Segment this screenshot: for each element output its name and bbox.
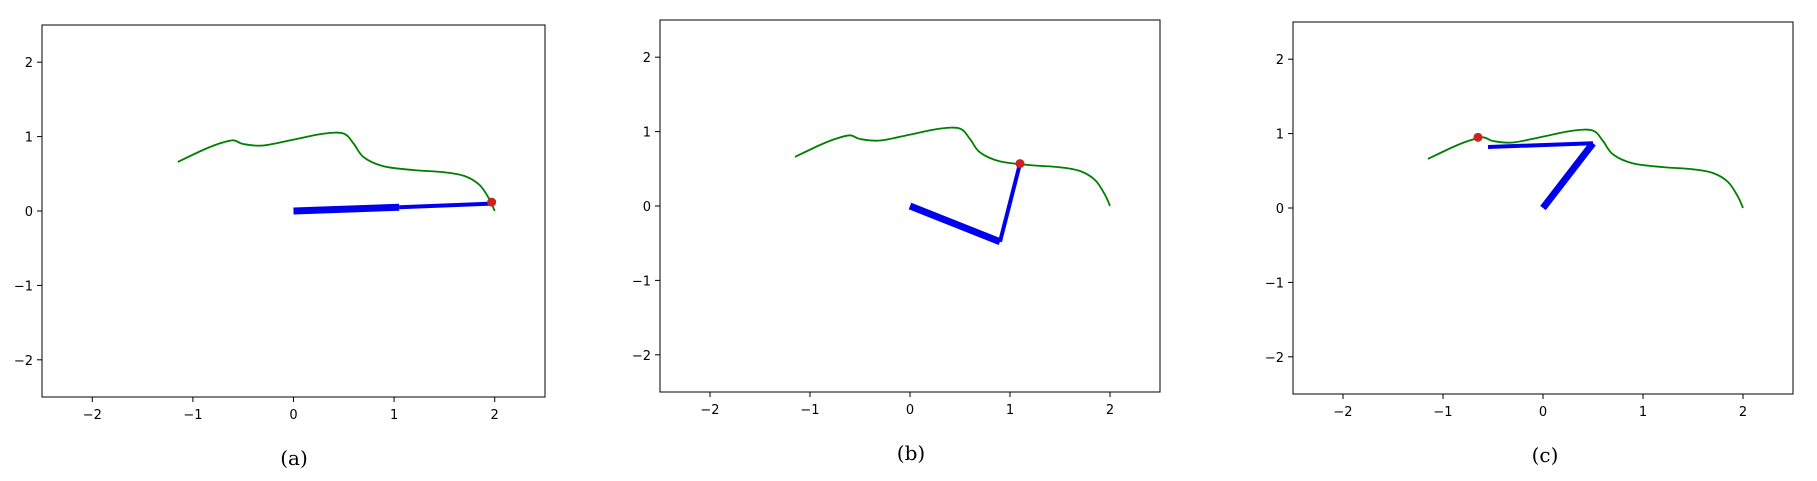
panel-2-y-tick-label: −1: [632, 274, 651, 289]
panel-2-end-effector-point: [1015, 159, 1025, 169]
panel-1-caption: (a): [280, 446, 308, 470]
panel-3-y-tick-label: −1: [1265, 276, 1284, 291]
panel-3-arm-link-2: [1487, 141, 1594, 149]
panel-1-y-tick-label: 0: [25, 205, 33, 220]
panel-2-y-tick-label: 2: [643, 51, 651, 66]
panel-3-arm-link-1: [1540, 141, 1596, 211]
panel-1-x-tick-label: 1: [390, 408, 398, 423]
panel-3-y-tick-label: 0: [1276, 202, 1284, 217]
panel-1-y-tick-label: 2: [25, 56, 33, 71]
panel-3-x-tick-label: 2: [1739, 405, 1747, 420]
panel-2-y-tick-label: 0: [643, 200, 651, 215]
panel-1-arm-link-2: [399, 201, 495, 210]
panel-2-x-tick-label: 0: [906, 403, 914, 418]
panel-1-curve: [177, 131, 496, 212]
panel-2-arm-link-1: [908, 202, 1002, 245]
panel-1-x-tick-label: 0: [289, 408, 297, 423]
panel-2-caption: (b): [897, 441, 925, 465]
panel-3-end-effector-point: [1473, 132, 1483, 142]
panel-1-y-tick-label: −2: [14, 354, 33, 369]
panel-3-y-tick-label: 2: [1276, 53, 1284, 68]
panel-3-caption: (c): [1532, 443, 1559, 467]
panel-3-y-tick-label: 1: [1276, 128, 1284, 143]
panel-3-x-tick-label: −1: [1433, 405, 1452, 420]
panel-3-y-tick-label: −2: [1265, 351, 1284, 366]
panel-1-end-effector-point: [487, 197, 497, 207]
panel-2-curve: [794, 126, 1111, 207]
panel-3-x-tick-label: 1: [1639, 405, 1647, 420]
panel-3-x-tick-label: −2: [1333, 405, 1352, 420]
panel-1-y-tick-label: −1: [14, 279, 33, 294]
panel-2-y-tick-label: −2: [632, 349, 651, 364]
panel-1-x-tick-label: −1: [183, 408, 202, 423]
panel-3-x-tick-label: 0: [1539, 405, 1547, 420]
panel-1-x-tick-label: −2: [83, 408, 102, 423]
panel-2-x-tick-label: 1: [1006, 403, 1014, 418]
panel-2-x-tick-label: −2: [700, 403, 719, 418]
panel-2-arm-link-2: [998, 163, 1022, 243]
panel-1-y-tick-label: 1: [25, 131, 33, 146]
panel-2-x-tick-label: −1: [800, 403, 819, 418]
panel-2-x-tick-label: 2: [1106, 403, 1114, 418]
panel-2-y-tick-label: 1: [643, 126, 651, 141]
panel-1-x-tick-label: 2: [491, 408, 499, 423]
panel-1-arm-link-1: [293, 203, 400, 215]
